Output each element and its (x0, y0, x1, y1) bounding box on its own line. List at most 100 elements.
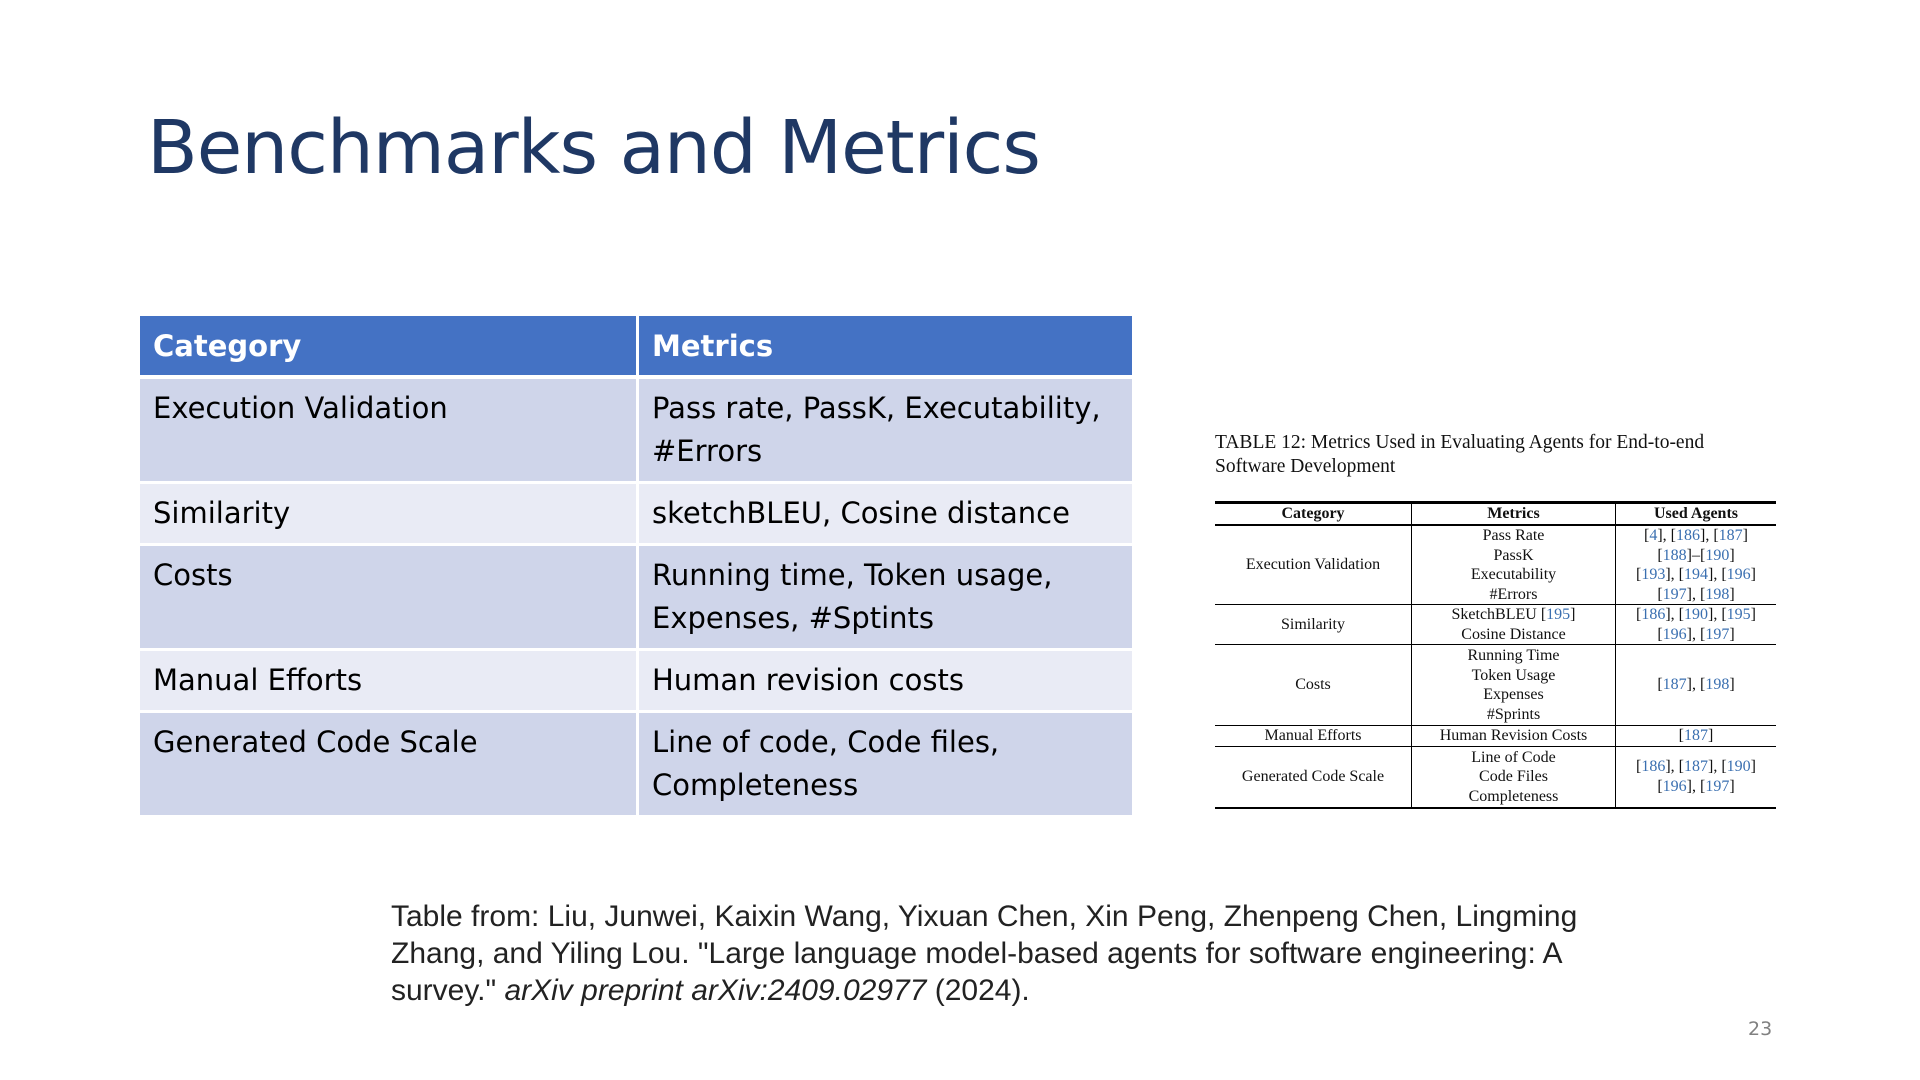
reference-link[interactable]: 194 (1684, 566, 1708, 583)
agents-line: [196], [197] (1657, 625, 1735, 643)
used-agents-cell: [186], [187], [190] [196], [197] (1615, 746, 1776, 809)
metric-line: Line of Code (1471, 748, 1556, 766)
reference-link[interactable]: 187 (1662, 676, 1687, 694)
category-cell: Costs (1215, 644, 1412, 726)
category-cell: Similarity (140, 484, 639, 546)
reference-link[interactable]: 186 (1676, 527, 1700, 544)
metric-line: Human Revision Costs (1439, 727, 1588, 744)
metric-line: PassK (1493, 546, 1534, 564)
metrics-cell: Human Revision Costs (1411, 725, 1616, 747)
reference-link[interactable]: 195 (1546, 606, 1571, 623)
header-used-agents: Used Agents (1615, 501, 1776, 526)
table-row: Similarity sketchBLEU, Cosine distance (140, 484, 1132, 546)
metric-line: Code Files (1479, 768, 1548, 785)
page-number: 23 (1748, 1018, 1773, 1040)
source-table-image: TABLE 12: Metrics Used in Evaluating Age… (1215, 431, 1776, 809)
reference-link[interactable]: 190 (1705, 546, 1730, 564)
citation-journal: arXiv preprint arXiv:2409.02977 (504, 974, 927, 1007)
category-cell: Execution Validation (140, 379, 639, 484)
reference-link[interactable]: 196 (1662, 777, 1687, 795)
reference-link[interactable]: 186 (1641, 606, 1666, 623)
reference-link[interactable]: 190 (1726, 758, 1751, 776)
header-metrics: Metrics (1411, 501, 1616, 526)
metrics-cell: Line of Code Code Files Completeness (1411, 746, 1616, 809)
reference-link[interactable]: 187 (1684, 758, 1708, 776)
category-cell: Costs (140, 546, 639, 651)
metric-line: Completeness (1468, 787, 1559, 805)
citation-text: Table from: Liu, Junwei, Kaixin Wang, Yi… (391, 900, 1578, 1007)
used-agents-cell: [4], [186], [187] [188]–[190] [193], [194]… (1615, 525, 1776, 605)
header-category: Category (140, 316, 639, 379)
metrics-cell: Human revision costs (639, 651, 1132, 713)
reference-link[interactable]: 197 (1705, 777, 1730, 795)
table-row: Manual Efforts Human revision costs (140, 651, 1132, 713)
summary-table-header: Category Metrics (140, 316, 1132, 379)
source-table-header: Category Metrics Used Agents (1215, 501, 1776, 526)
category-cell: Execution Validation (1215, 525, 1412, 605)
metric-line: Pass Rate (1482, 527, 1545, 544)
reference-link[interactable]: 193 (1641, 566, 1666, 583)
slide-title: Benchmarks and Metrics (147, 105, 1041, 191)
agents-line: [186], [190], [195] (1636, 606, 1756, 623)
metrics-cell: Running Time Token Usage Expenses #Sprints (1411, 644, 1616, 726)
metrics-cell: Pass rate, PassK, Executability, #Errors (639, 379, 1132, 484)
table-row: Execution Validation Pass rate, PassK, E… (140, 379, 1132, 484)
reference-link[interactable]: 197 (1705, 625, 1730, 643)
reference-link[interactable]: 187 (1684, 727, 1708, 744)
used-agents-cell: [187] (1615, 725, 1776, 747)
citation: Table from: Liu, Junwei, Kaixin Wang, Yi… (391, 898, 1641, 1009)
metric-line: Token Usage (1471, 666, 1556, 684)
reference-link[interactable]: 186 (1641, 758, 1666, 776)
reference-link[interactable]: 198 (1705, 585, 1730, 603)
agents-line: [197], [198] (1657, 585, 1735, 603)
source-table: Category Metrics Used Agents Execution V… (1215, 501, 1776, 809)
metrics-cell: Pass Rate PassK Executability #Errors (1411, 525, 1616, 605)
agents-line: [186], [187], [190] (1636, 758, 1756, 776)
agents-line: [4], [186], [187] (1644, 527, 1748, 544)
category-cell: Manual Efforts (140, 651, 639, 713)
metrics-cell: SketchBLEU [195] Cosine Distance (1411, 604, 1616, 645)
table-row: Generated Code Scale Line of code, Code … (140, 713, 1132, 818)
summary-table: Category Metrics Execution Validation Pa… (140, 316, 1132, 818)
metric-line: Expenses (1483, 686, 1544, 703)
agents-line: [187] (1678, 727, 1714, 744)
metric-line: SketchBLEU [195] (1451, 606, 1576, 623)
category-cell: Generated Code Scale (140, 713, 639, 818)
metric-line: #Sprints (1486, 705, 1541, 723)
reference-link[interactable]: 190 (1684, 606, 1708, 623)
table-row: Costs Running time, Token usage, Expense… (140, 546, 1132, 651)
agents-line: [193], [194], [196] (1636, 566, 1756, 583)
table-row: Manual Efforts Human Revision Costs [187] (1215, 725, 1776, 747)
reference-link[interactable]: 197 (1662, 585, 1687, 603)
agents-line: [196], [197] (1657, 777, 1735, 795)
metrics-cell: Line of code, Code files, Completeness (639, 713, 1132, 818)
agents-line: [187], [198] (1657, 676, 1735, 694)
reference-link[interactable]: 198 (1705, 676, 1730, 694)
header-category: Category (1215, 501, 1412, 526)
reference-link[interactable]: 196 (1726, 566, 1751, 583)
table-row: Generated Code Scale Line of Code Code Fil… (1215, 746, 1776, 809)
metric-line: Cosine Distance (1461, 625, 1566, 643)
category-cell: Generated Code Scale (1215, 746, 1412, 809)
category-cell: Manual Efforts (1215, 725, 1412, 747)
category-cell: Similarity (1215, 604, 1412, 645)
agents-line: [188]–[190] (1657, 546, 1735, 564)
source-table-caption: TABLE 12: Metrics Used in Evaluating Age… (1215, 432, 1705, 477)
metrics-cell: sketchBLEU, Cosine distance (639, 484, 1132, 546)
metric-line: Running Time (1467, 647, 1560, 664)
reference-link[interactable]: 195 (1726, 606, 1751, 623)
table-row: Costs Running Time Token Usage Expenses #Spr… (1215, 644, 1776, 726)
reference-link[interactable]: 4 (1649, 527, 1658, 544)
header-metrics: Metrics (639, 316, 1132, 379)
table-row: Similarity SketchBLEU [195] Cosine Distanc… (1215, 604, 1776, 645)
reference-link[interactable]: 196 (1662, 625, 1687, 643)
metric-line: Executability (1470, 566, 1557, 583)
metric-line: #Errors (1489, 585, 1538, 603)
reference-link[interactable]: 187 (1718, 527, 1743, 544)
reference-link[interactable]: 188 (1662, 546, 1687, 564)
used-agents-cell: [186], [190], [195] [196], [197] (1615, 604, 1776, 645)
used-agents-cell: [187], [198] (1615, 644, 1776, 726)
citation-year: (2024). (926, 974, 1030, 1007)
table-row: Execution Validation Pass Rate PassK Execut… (1215, 525, 1776, 605)
metrics-cell: Running time, Token usage, Expenses, #Sp… (639, 546, 1132, 651)
